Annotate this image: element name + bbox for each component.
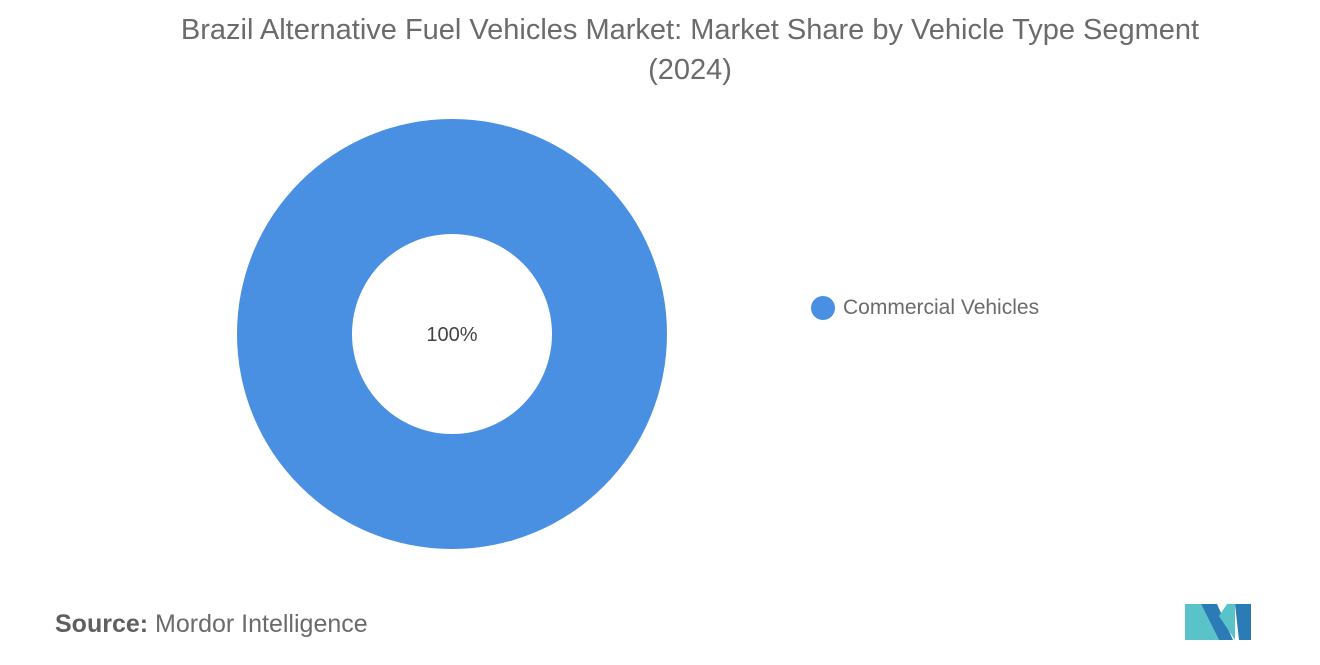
chart-title: Brazil Alternative Fuel Vehicles Market:…: [90, 10, 1290, 90]
legend: Commercial Vehicles: [811, 296, 1039, 320]
donut-labels: 100%: [426, 324, 477, 346]
donut-slices: [237, 119, 667, 549]
slice-commercial-vehicles: [237, 119, 667, 549]
data-label-commercial-vehicles: 100%: [426, 324, 477, 346]
legend-label-commercial-vehicles: Commercial Vehicles: [843, 296, 1040, 319]
source-value: Mordor Intelligence: [155, 610, 368, 638]
source-label: Source:: [55, 610, 149, 638]
chart-title-year: (2024): [648, 54, 732, 86]
mordor-intelligence-logo-icon: [1185, 604, 1251, 640]
legend-swatch-commercial-vehicles: [811, 296, 835, 320]
source-note: Source: Mordor Intelligence: [55, 610, 368, 639]
chart-title-main: Brazil Alternative Fuel Vehicles Market:…: [180, 14, 1200, 46]
